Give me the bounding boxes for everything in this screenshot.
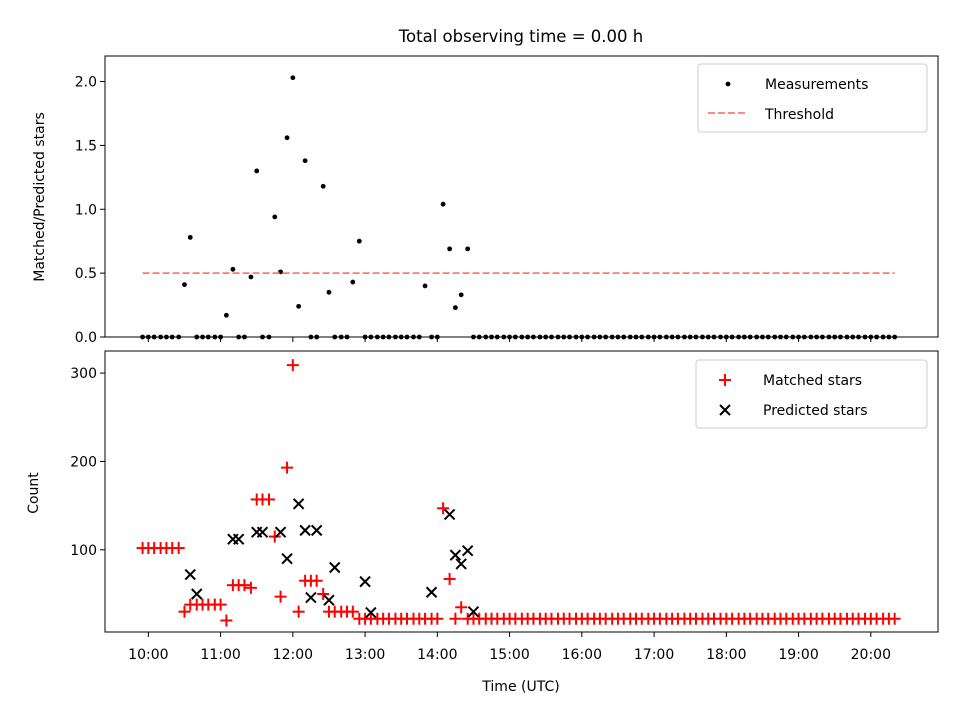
- measurement-point: [290, 75, 296, 81]
- predicted-star-point: [299, 524, 311, 537]
- y-tick-label: 0.0: [75, 330, 97, 346]
- legend-measurements-label: Measurements: [765, 77, 868, 93]
- matched-star-point: [437, 502, 450, 515]
- measurement-point: [452, 305, 458, 311]
- predicted-star-point: [461, 544, 474, 557]
- legend-threshold-label: Threshold: [764, 107, 834, 123]
- matched-star-point: [244, 581, 257, 594]
- measurement-point: [458, 292, 464, 298]
- matched-star-point: [455, 601, 468, 614]
- count-panel-ylabel: Count: [26, 472, 42, 514]
- x-tick-label: 20:00: [851, 647, 891, 663]
- matched-star-point: [431, 612, 444, 625]
- matched-star-point: [214, 598, 227, 611]
- legend-predicted-marker: [719, 404, 731, 416]
- matched-star-point: [449, 612, 462, 625]
- legend-matched-marker: [719, 374, 731, 386]
- ratio-panel-legend: Measurements Threshold: [697, 63, 928, 133]
- matched-star-point: [286, 359, 299, 372]
- chart-title: Total observing time = 0.00 h: [398, 27, 643, 46]
- x-tick-label: 19:00: [778, 647, 818, 663]
- measurement-point: [447, 246, 453, 252]
- matched-star-point: [443, 572, 456, 585]
- measurement-point: [465, 246, 471, 252]
- matched-star-point: [262, 493, 275, 506]
- matched-star-point: [238, 579, 251, 592]
- matched-star-point: [346, 605, 359, 618]
- legend-measurements-marker: [725, 81, 731, 87]
- matched-star-point: [172, 542, 185, 555]
- matched-star-point: [310, 574, 323, 587]
- ratio-panel-ylabel: Matched/Predicted stars: [32, 112, 48, 282]
- y-tick-label: 1.5: [75, 138, 97, 154]
- predicted-star-point: [232, 533, 245, 545]
- measurement-point: [320, 183, 326, 189]
- x-tick-label: 14:00: [417, 647, 457, 663]
- measurement-point: [284, 135, 290, 141]
- predicted-star-point: [467, 605, 480, 618]
- predicted-star-point: [425, 586, 438, 598]
- measurement-point: [230, 266, 236, 272]
- measurement-point: [422, 283, 428, 289]
- measurement-point: [326, 289, 332, 295]
- legend-predicted-label: Predicted stars: [763, 403, 868, 419]
- predicted-star-point: [365, 606, 377, 619]
- measurement-point: [182, 282, 187, 288]
- x-tick-label: 15:00: [489, 647, 529, 663]
- x-axis-label: Time (UTC): [481, 679, 559, 695]
- count-panel: 100 200 300 10:00 11:00 12:00 13:00 14:00 15:00…: [26, 350, 939, 663]
- x-tick-label: 13:00: [345, 647, 385, 663]
- measurement-point: [302, 158, 308, 164]
- x-tick-label: 10:00: [128, 647, 168, 663]
- x-tick-label: 12:00: [273, 647, 313, 663]
- y-tick-label: 300: [70, 366, 97, 382]
- y-tick-label: 0.5: [75, 266, 97, 282]
- predicted-star-point: [292, 498, 305, 510]
- measurement-point: [356, 238, 362, 244]
- predicted-star-point: [305, 591, 317, 604]
- x-tick-label: 17:00: [634, 647, 674, 663]
- matched-star-point: [274, 590, 287, 603]
- predicted-star-point: [443, 508, 456, 521]
- matched-star-point: [292, 605, 305, 618]
- legend-matched-label: Matched stars: [763, 373, 862, 389]
- ratio-panel: 0.00.51.01.52.0 Matched/Predicted stars …: [32, 55, 939, 346]
- measurement-point: [440, 201, 446, 207]
- measurement-point: [223, 312, 229, 318]
- matched-star-point: [178, 605, 191, 618]
- predicted-star-point: [323, 594, 335, 606]
- measurement-point: [187, 234, 193, 240]
- ratio-panel-frame: [104, 55, 939, 338]
- x-tick-label: 16:00: [562, 647, 602, 663]
- predicted-star-point: [191, 588, 203, 600]
- y-tick-label: 100: [70, 543, 97, 559]
- matched-star-point: [317, 588, 330, 601]
- count-panel-legend: Matched stars Predicted stars: [695, 359, 928, 429]
- predicted-star-point: [256, 526, 269, 538]
- matched-star-point: [888, 612, 901, 625]
- y-tick-label: 2.0: [75, 75, 97, 91]
- measurement-point: [272, 214, 278, 220]
- predicted-star-point: [449, 549, 462, 561]
- x-tick-label: 18:00: [706, 647, 746, 663]
- measurement-point: [350, 279, 356, 285]
- y-tick-label: 200: [70, 454, 97, 470]
- x-tick-label: 11:00: [200, 647, 240, 663]
- predicted-star-point: [310, 524, 323, 537]
- measurement-point: [248, 274, 254, 280]
- matched-star-point: [220, 614, 233, 627]
- predicted-star-point: [359, 575, 371, 588]
- count-panel-frame: [104, 350, 939, 633]
- predicted-star-point: [455, 558, 467, 570]
- predicted-star-point: [329, 561, 341, 574]
- predicted-star-point: [281, 552, 293, 565]
- matched-star-point: [281, 461, 294, 474]
- measurement-point: [254, 168, 260, 174]
- predicted-star-point: [274, 526, 287, 538]
- y-tick-label: 1.0: [75, 202, 97, 218]
- matched-star-point: [268, 530, 281, 543]
- predicted-star-point: [184, 568, 196, 581]
- measurement-point: [296, 303, 302, 309]
